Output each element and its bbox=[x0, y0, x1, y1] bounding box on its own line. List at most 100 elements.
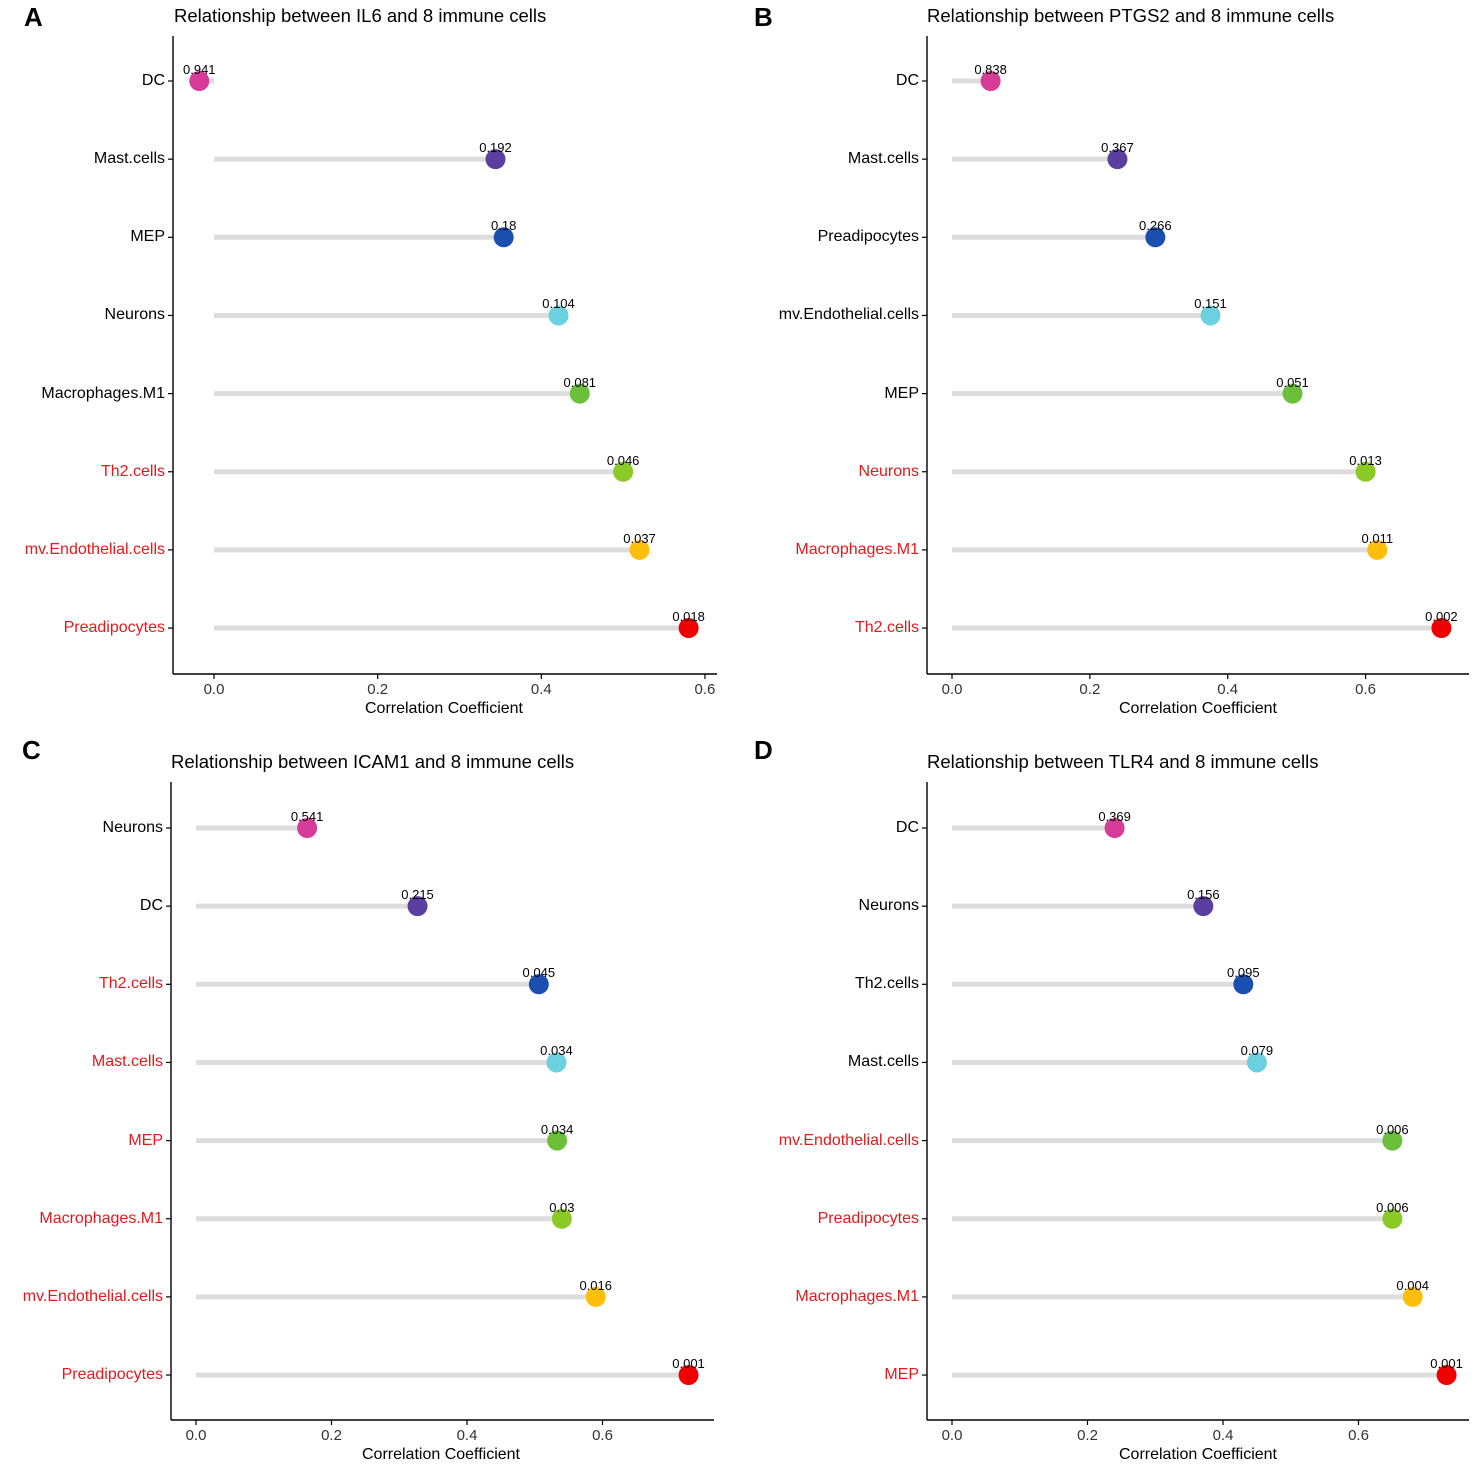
x-tick-label: 0.2 bbox=[321, 1427, 342, 1444]
y-category-label: Mast.cells bbox=[847, 1053, 919, 1071]
y-category-label: Neurons bbox=[858, 462, 919, 480]
y-category-label: Preadipocytes bbox=[61, 1366, 163, 1384]
lollipop-dot bbox=[1104, 818, 1125, 838]
lollipop-dot bbox=[493, 227, 514, 248]
y-category-label: mv.Endothelial.cells bbox=[22, 1287, 163, 1305]
p-value-label: 0.367 bbox=[1101, 140, 1134, 156]
y-category-label: Mast.cells bbox=[847, 150, 919, 168]
x-axis-title: Correlation Coefficient bbox=[364, 700, 524, 717]
y-category-label: MEP bbox=[128, 1131, 163, 1149]
lollipop-dot bbox=[1382, 1130, 1403, 1151]
lollipop-dot bbox=[1246, 1052, 1267, 1073]
x-tick-label: 0.6 bbox=[1355, 681, 1377, 698]
p-value-label: 0.104 bbox=[542, 296, 575, 312]
p-value-label: 0.002 bbox=[1425, 609, 1458, 625]
lollipop-dot bbox=[980, 71, 1001, 91]
p-value-label: 0.013 bbox=[1349, 452, 1382, 468]
y-category-label: Macrophages.M1 bbox=[41, 384, 165, 402]
x-tick-label: 0.6 bbox=[694, 681, 716, 698]
p-value-label: 0.011 bbox=[1361, 530, 1394, 546]
y-category-label: MEP bbox=[130, 228, 165, 246]
lollipop-dot bbox=[297, 818, 318, 838]
x-tick-label: 0.2 bbox=[1077, 1427, 1098, 1444]
lollipop-dot bbox=[1200, 305, 1221, 326]
p-value-label: 0.051 bbox=[1276, 374, 1309, 390]
p-value-label: 0.001 bbox=[1430, 1356, 1463, 1372]
lollipop-chart bbox=[922, 782, 1469, 1425]
p-value-label: 0.037 bbox=[623, 530, 656, 546]
y-category-label: Preadipocytes bbox=[817, 1209, 919, 1227]
lollipop-dot bbox=[569, 383, 590, 404]
x-tick-label: 0.0 bbox=[941, 1427, 963, 1444]
x-tick-label: 0.4 bbox=[1217, 681, 1239, 698]
lollipop-dot bbox=[528, 974, 549, 995]
p-value-label: 0.838 bbox=[974, 62, 1007, 77]
lollipop-dot bbox=[1402, 1286, 1423, 1307]
y-category-label: Mast.cells bbox=[93, 150, 165, 168]
panel-b: B Relationship between PTGS2 and 8 immun… bbox=[738, 0, 1476, 733]
y-category-label: DC bbox=[141, 72, 165, 89]
lollipop-dot bbox=[1282, 383, 1303, 404]
lollipop-dot bbox=[407, 896, 428, 917]
p-value-label: 0.541 bbox=[290, 809, 324, 824]
y-category-label: mv.Endothelial.cells bbox=[778, 1131, 919, 1149]
lollipop-dot bbox=[629, 539, 650, 560]
x-tick-label: 0.6 bbox=[592, 1427, 613, 1444]
lollipop-dot bbox=[1193, 896, 1214, 917]
p-value-label: 0.266 bbox=[1139, 218, 1172, 234]
panel-letter: C bbox=[22, 735, 41, 765]
y-category-label: Preadipocytes bbox=[63, 619, 165, 637]
x-axis-title: Correlation Coefficient bbox=[1118, 1446, 1278, 1463]
lollipop-dot bbox=[1107, 149, 1128, 170]
chart-title: Relationship between TLR4 and 8 immune c… bbox=[927, 751, 1319, 772]
y-category-label: Neurons bbox=[104, 306, 165, 324]
y-category-label: Preadipocytes bbox=[817, 228, 919, 246]
lollipop-dot bbox=[189, 71, 210, 91]
p-value-label: 0.095 bbox=[1227, 965, 1260, 981]
lollipop-dot bbox=[678, 1365, 699, 1386]
panel-d: D Relationship between TLR4 and 8 immune… bbox=[738, 733, 1476, 1466]
y-category-label: MEP bbox=[884, 1366, 919, 1384]
lollipop-dot bbox=[551, 1208, 572, 1229]
panel-a: A Relationship between IL6 and 8 immune … bbox=[0, 0, 738, 733]
y-category-label: Neurons bbox=[858, 897, 919, 915]
x-tick-label: 0.4 bbox=[456, 1427, 478, 1444]
panel-letter: D bbox=[754, 735, 773, 765]
x-tick-label: 0.2 bbox=[367, 681, 389, 698]
p-value-label: 0.016 bbox=[579, 1277, 612, 1293]
lollipop-dot bbox=[1233, 974, 1254, 995]
y-category-label: Th2.cells bbox=[854, 619, 919, 637]
p-value-label: 0.018 bbox=[672, 609, 705, 625]
p-value-label: 0.369 bbox=[1098, 809, 1131, 824]
lollipop-dot bbox=[1382, 1208, 1403, 1229]
p-value-label: 0.006 bbox=[1376, 1121, 1409, 1137]
p-value-label: 0.034 bbox=[540, 1121, 574, 1137]
y-category-label: MEP bbox=[884, 384, 919, 402]
lollipop-dot bbox=[613, 461, 634, 482]
x-tick-label: 0.0 bbox=[203, 681, 225, 698]
lollipop-dot bbox=[485, 149, 506, 170]
lollipop-chart bbox=[168, 36, 717, 679]
p-value-label: 0.006 bbox=[1376, 1199, 1409, 1215]
lollipop-dot bbox=[548, 305, 569, 326]
y-category-label: DC bbox=[895, 72, 919, 89]
x-axis-title: Correlation Coefficient bbox=[1118, 700, 1278, 717]
p-value-label: 0.18 bbox=[491, 218, 517, 234]
lollipop-dot bbox=[1436, 1365, 1457, 1386]
x-tick-label: 0.6 bbox=[1348, 1427, 1369, 1444]
lollipop-dot bbox=[1355, 461, 1376, 482]
panel-letter: B bbox=[754, 2, 773, 32]
x-tick-label: 0.2 bbox=[1079, 681, 1101, 698]
y-category-label: DC bbox=[139, 897, 163, 915]
p-value-label: 0.151 bbox=[1194, 296, 1227, 312]
y-category-label: Th2.cells bbox=[98, 975, 163, 993]
p-value-label: 0.192 bbox=[479, 140, 512, 156]
y-category-label: Neurons bbox=[102, 819, 163, 836]
x-tick-label: 0.0 bbox=[185, 1427, 207, 1444]
lollipop-chart bbox=[166, 782, 714, 1425]
lollipop-dot bbox=[585, 1286, 606, 1307]
y-category-label: Mast.cells bbox=[91, 1053, 163, 1071]
lollipop-dot bbox=[1145, 227, 1166, 248]
p-value-label: 0.941 bbox=[182, 62, 216, 77]
p-value-label: 0.215 bbox=[401, 887, 434, 903]
